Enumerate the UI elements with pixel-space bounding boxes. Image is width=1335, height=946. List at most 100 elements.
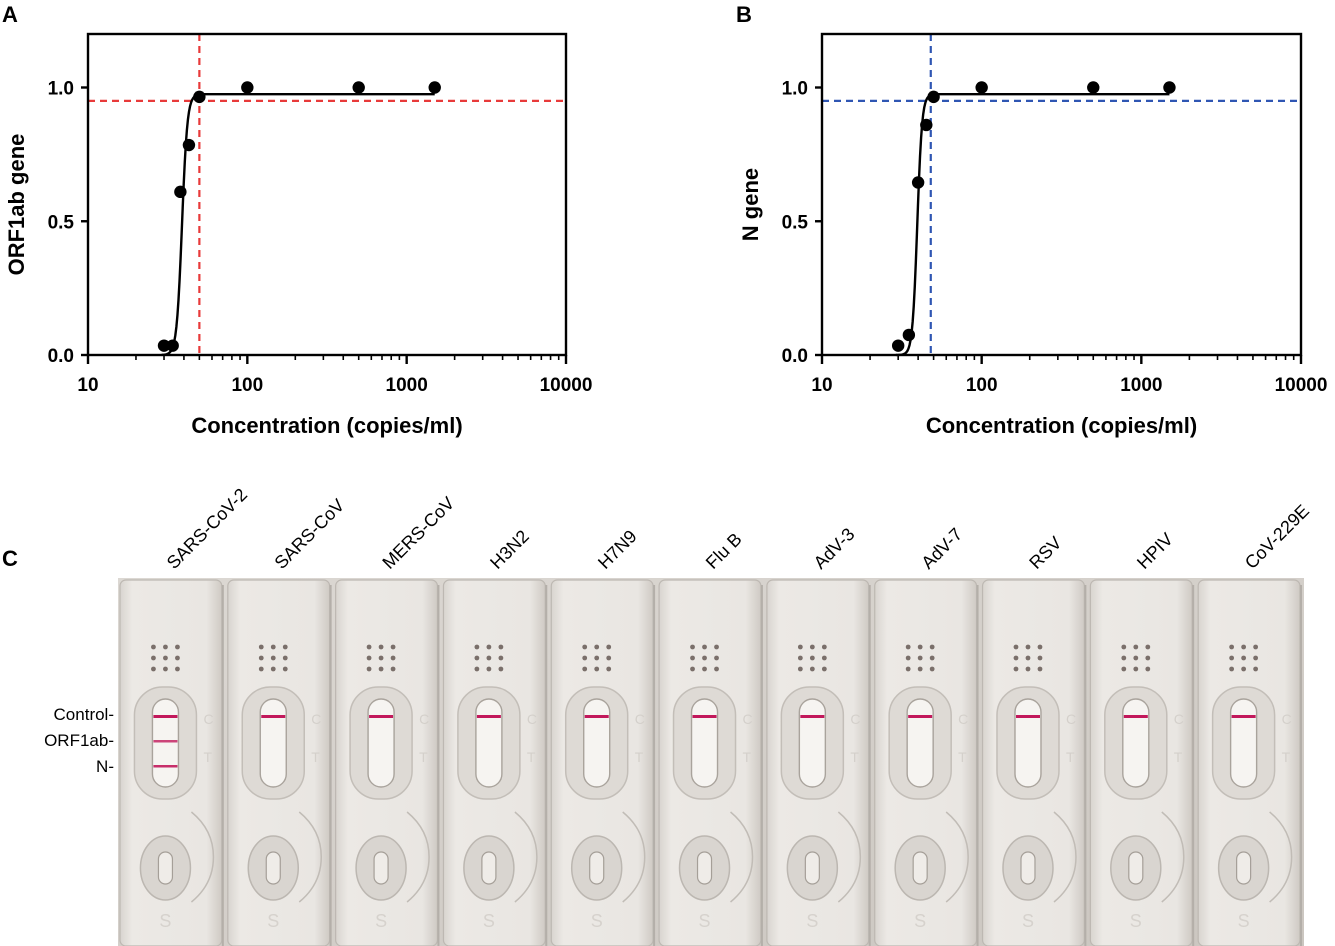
chart-b-fit-curve xyxy=(895,92,1170,357)
vent-dot xyxy=(1253,666,1259,672)
vent-dot xyxy=(366,655,372,661)
chart-a-fit-curve xyxy=(161,92,435,357)
vent-dot xyxy=(929,655,935,661)
vent-dot xyxy=(258,644,264,650)
membrane-strip xyxy=(690,698,719,788)
vent-dot xyxy=(366,644,372,650)
vent-dot xyxy=(714,655,719,661)
vent-dot xyxy=(1025,644,1031,650)
control-mark: C xyxy=(743,711,753,727)
sample-label: H3N2 xyxy=(486,526,533,573)
vent-dot xyxy=(175,655,180,661)
sample-well-mark: S xyxy=(591,911,603,931)
membrane-strip xyxy=(1229,698,1258,788)
row-label-control: Control- xyxy=(54,705,114,724)
test-mark: T xyxy=(958,749,967,765)
vent-dot xyxy=(474,666,480,672)
vent-dot xyxy=(1025,666,1031,672)
test-strip-photo: C T S C T S C T S C T S C T S C T S C T S C T S C T S C T S C T S xyxy=(118,578,1304,946)
cassette-waist-curve xyxy=(1269,811,1293,903)
sample-label: HPIV xyxy=(1133,529,1177,573)
vent-dot xyxy=(1133,644,1139,650)
chart-a-plot-frame xyxy=(86,32,568,357)
vent-dot xyxy=(582,666,588,672)
cassette-waist-curve xyxy=(945,811,969,903)
sample-label: MERS-CoV xyxy=(378,493,458,573)
chart-a-data-point xyxy=(182,138,196,152)
sample-labels: SARS-CoV-2 SARS-CoV MERS-CoV H3N2 H7N9 Flu B A… xyxy=(163,484,1313,572)
sample-well-mark: S xyxy=(806,911,818,931)
sample-well-mark: S xyxy=(1130,911,1142,931)
chart-a-xtick-label: 10 xyxy=(77,375,98,396)
vent-dot xyxy=(270,644,276,650)
vent-dot xyxy=(258,666,264,672)
vent-dot xyxy=(1121,655,1127,661)
vent-dot xyxy=(1241,666,1247,672)
test-cassette: C T S xyxy=(981,579,1087,946)
chart-b-xtick-label: 100 xyxy=(966,375,998,396)
vent-dot xyxy=(702,644,707,650)
vent-dot xyxy=(474,655,480,661)
test-mark: T xyxy=(1066,749,1075,765)
membrane-strip xyxy=(259,698,287,788)
chart-b-data-point xyxy=(975,81,988,94)
vent-dot xyxy=(1229,666,1235,672)
vent-dot xyxy=(390,666,396,672)
control-band xyxy=(1123,715,1148,718)
sample-label: RSV xyxy=(1025,533,1065,573)
chart-a-ytick-label: 0.5 xyxy=(48,212,75,233)
cassette-waist-curve xyxy=(730,811,754,903)
sample-well-pad xyxy=(373,851,389,885)
vent-dot xyxy=(1253,644,1259,650)
sample-well-mark: S xyxy=(699,911,711,931)
sample-well-mark: S xyxy=(914,911,926,931)
test-cassette: C T S xyxy=(874,579,979,946)
sample-well-pad xyxy=(1020,851,1036,885)
vent-dot xyxy=(714,666,719,672)
control-mark: C xyxy=(527,711,537,727)
vent-dot xyxy=(1025,655,1031,661)
control-band xyxy=(369,715,394,718)
chart-b-data-point xyxy=(927,90,940,104)
vent-dot xyxy=(1037,655,1043,661)
row-label-orf1ab: ORF1ab- xyxy=(44,731,114,750)
chart-b-ytick-label: 0.5 xyxy=(782,212,809,233)
vent-dot xyxy=(258,655,264,661)
control-band xyxy=(692,715,717,718)
chart-a-data-point xyxy=(241,81,254,94)
chart-a-data-point xyxy=(166,339,179,352)
test-mark: T xyxy=(419,749,428,765)
vent-dot xyxy=(1145,666,1151,672)
test-cassette: C T S xyxy=(1197,579,1302,946)
sample-label: H7N9 xyxy=(594,526,641,573)
chart-b-ytick-label: 0.0 xyxy=(782,346,808,367)
sample-well-pad xyxy=(589,851,605,885)
vent-dot xyxy=(498,644,504,650)
vent-dot xyxy=(378,655,384,661)
control-mark: C xyxy=(958,711,968,727)
control-band xyxy=(1015,715,1040,718)
vent-dot xyxy=(929,644,935,650)
test-cassette: C T S xyxy=(766,579,871,946)
cassette-waist-curve xyxy=(837,811,862,903)
chart-b-data-point xyxy=(920,118,933,132)
sample-well-pad xyxy=(696,851,713,885)
sample-well-pad xyxy=(804,851,820,885)
vent-dot xyxy=(1121,666,1127,672)
control-band xyxy=(476,715,501,718)
vent-dot xyxy=(163,655,168,661)
orf1ab-band xyxy=(153,740,178,743)
membrane-strip xyxy=(798,698,827,788)
vent-dot xyxy=(702,655,707,661)
panel-label-b: B xyxy=(736,2,752,27)
sample-well-mark: S xyxy=(483,911,495,931)
cassette-waist-curve xyxy=(1161,811,1185,903)
chart-a-ylabel: ORF1ab gene xyxy=(4,134,29,276)
test-mark: T xyxy=(635,749,644,765)
test-mark: T xyxy=(203,749,212,765)
vent-dot xyxy=(809,655,815,661)
row-label-n: N- xyxy=(96,757,114,776)
vent-dot xyxy=(390,644,396,650)
sample-label: Flu B xyxy=(702,529,746,573)
sample-well-mark: S xyxy=(1238,911,1250,931)
